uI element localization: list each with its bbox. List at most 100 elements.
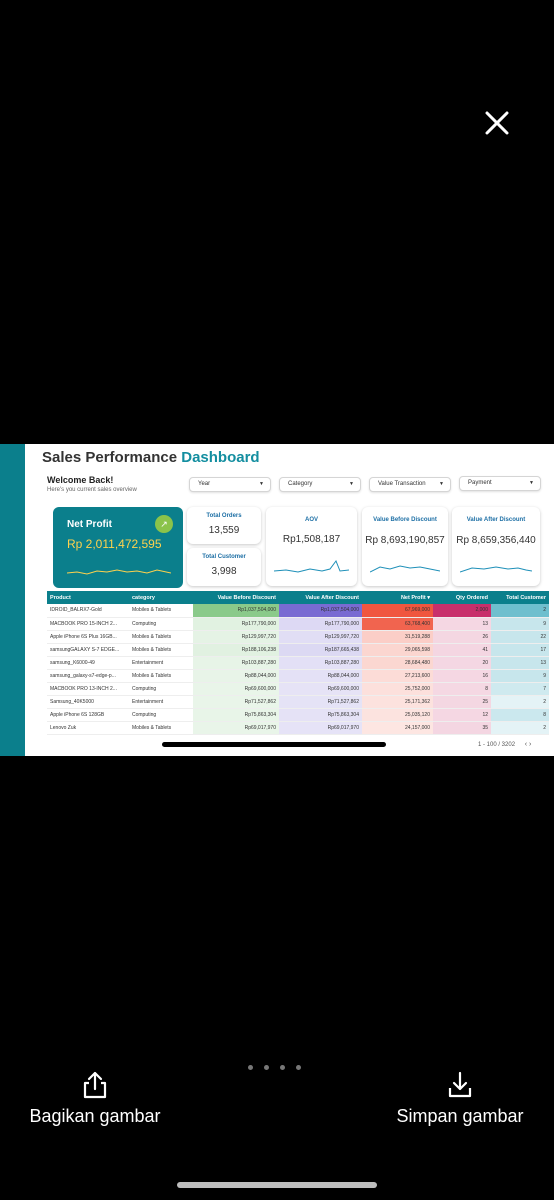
table-cell: Lenovo Zuk bbox=[47, 721, 129, 735]
total-customer-label: Total Customer bbox=[202, 554, 246, 560]
table-cell: Apple iPhone 6S Plus 16GB... bbox=[47, 630, 129, 644]
system-home-indicator[interactable] bbox=[177, 1182, 377, 1188]
table-row: samsung_galaxy-s7-edge-p... Mobiles & Tab… bbox=[47, 669, 549, 683]
table-cell: Rp177,790,000 bbox=[193, 617, 279, 631]
table-row: samsungGALAXY S-7 EDGE... Mobiles & Table… bbox=[47, 643, 549, 657]
aov-label: AOV bbox=[304, 517, 318, 523]
column-header: Net Profit ▾ bbox=[362, 591, 433, 604]
table-cell: 17 bbox=[491, 643, 549, 657]
table-cell: Mobiles & Tablets bbox=[129, 643, 193, 657]
table-cell: 31,519,288 bbox=[362, 630, 433, 644]
table-cell: 26 bbox=[433, 630, 491, 644]
table-cell: 41 bbox=[433, 643, 491, 657]
total-orders-value: 13,559 bbox=[208, 525, 240, 536]
table-cell: Rp187,665,438 bbox=[279, 643, 362, 657]
download-icon bbox=[448, 1071, 472, 1098]
welcome-heading: Welcome Back! bbox=[47, 475, 114, 485]
value-before-discount-label: Value Before Discount bbox=[373, 517, 437, 523]
table-row: Apple iPhone 6S 128GB Computing Rp75,863,3… bbox=[47, 708, 549, 722]
table-cell: 63,768,400 bbox=[362, 617, 433, 631]
table-cell: Rp188,106,238 bbox=[193, 643, 279, 657]
table-cell: Rp69,017,970 bbox=[193, 721, 279, 735]
table-cell: Rp103,887,280 bbox=[279, 656, 362, 670]
table-cell: samsungGALAXY S-7 EDGE... bbox=[47, 643, 129, 657]
category-filter: Category ▼ bbox=[279, 477, 361, 492]
dashboard-title: Sales Performance Dashboard bbox=[42, 449, 260, 466]
table-cell: Rp177,790,000 bbox=[279, 617, 362, 631]
table-cell: MACBOOK PRO 15-INCH 2... bbox=[47, 617, 129, 631]
save-image-button[interactable]: Simpan gambar bbox=[390, 1070, 530, 1127]
table-pager: 1 - 100 / 3202 ‹ › bbox=[478, 741, 531, 748]
value-after-discount-card: Value After Discount Rp 8,659,356,440 bbox=[452, 507, 540, 586]
title-main: Sales Performance bbox=[42, 449, 178, 466]
table-cell: 9 bbox=[491, 669, 549, 683]
table-cell: Rp75,863,304 bbox=[193, 708, 279, 722]
total-customer-card: Total Customer 3,998 bbox=[187, 548, 261, 586]
table-cell: Samsung_40K5000 bbox=[47, 695, 129, 709]
table-cell: 13 bbox=[491, 656, 549, 670]
total-orders-card: Total Orders 13,559 bbox=[187, 507, 261, 544]
table-cell: 2 bbox=[491, 604, 549, 618]
table-cell: Rp1,037,504,000 bbox=[279, 604, 362, 618]
table-cell: IDROID_BALRX7-Gold bbox=[47, 604, 129, 618]
table-row: Lenovo Zuk Mobiles & Tablets Rp69,017,970 R… bbox=[47, 721, 549, 735]
table-cell: Rp1,037,504,000 bbox=[193, 604, 279, 618]
table-cell: Rp71,527,862 bbox=[279, 695, 362, 709]
column-header: category bbox=[129, 591, 193, 604]
growth-icon: ↗ bbox=[155, 515, 173, 533]
net-profit-label: Net Profit bbox=[67, 519, 112, 530]
title-accent: Dashboard bbox=[181, 449, 260, 466]
table-cell: 12 bbox=[433, 708, 491, 722]
value-after-discount-sparkline bbox=[460, 566, 532, 573]
table-row: MACBOOK PRO 13-INCH 2... Computing Rp69,60… bbox=[47, 682, 549, 696]
table-cell: 20 bbox=[433, 656, 491, 670]
value-before-discount-value: Rp 8,693,190,857 bbox=[365, 535, 445, 546]
value-after-discount-label: Value After Discount bbox=[466, 517, 526, 523]
total-customer-value: 3,998 bbox=[211, 566, 237, 577]
table-cell: 2 bbox=[491, 695, 549, 709]
column-header: Value After Discount bbox=[279, 591, 362, 604]
table-cell: Computing bbox=[129, 617, 193, 631]
table-cell: 7 bbox=[491, 682, 549, 696]
share-image-button[interactable]: Bagikan gambar bbox=[23, 1070, 167, 1127]
table-row: MACBOOK PRO 15-INCH 2... Computing Rp177,7… bbox=[47, 617, 549, 631]
year-filter: Year ▼ bbox=[189, 477, 271, 492]
table-cell: 9 bbox=[491, 617, 549, 631]
table-cell: Entertainment bbox=[129, 656, 193, 670]
table-cell: Apple iPhone 6S 128GB bbox=[47, 708, 129, 722]
table-cell: 29,065,598 bbox=[362, 643, 433, 657]
value-after-discount-value: Rp 8,659,356,440 bbox=[456, 535, 536, 546]
table-row: samsung_K6000-49 Entertainment Rp103,887,2… bbox=[47, 656, 549, 670]
table-cell: Rp69,017,970 bbox=[279, 721, 362, 735]
table-cell: MACBOOK PRO 13-INCH 2... bbox=[47, 682, 129, 696]
chevron-right-icon: › bbox=[529, 741, 532, 748]
table-cell: 35 bbox=[433, 721, 491, 735]
table-cell: Mobiles & Tablets bbox=[129, 669, 193, 683]
dashboard-side-strip bbox=[0, 444, 25, 756]
table-cell: Rp88,044,000 bbox=[279, 669, 362, 683]
table-cell: Rp129,997,720 bbox=[279, 630, 362, 644]
table-cell: 2 bbox=[491, 721, 549, 735]
dropdown-caret-icon: ▼ bbox=[259, 481, 264, 487]
close-button[interactable] bbox=[480, 106, 514, 140]
dropdown-caret-icon: ▼ bbox=[439, 481, 444, 487]
table-row: IDROID_BALRX7-Gold Mobiles & Tablets Rp1,0… bbox=[47, 604, 549, 618]
table-cell: Mobiles & Tablets bbox=[129, 721, 193, 735]
table-cell: 22 bbox=[491, 630, 549, 644]
dropdown-caret-icon: ▼ bbox=[349, 481, 354, 487]
save-label: Simpan gambar bbox=[396, 1106, 524, 1126]
table-cell: 24,157,000 bbox=[362, 721, 433, 735]
table-cell: 8 bbox=[433, 682, 491, 696]
page-indicator bbox=[248, 1065, 301, 1070]
share-icon bbox=[83, 1071, 107, 1099]
value-before-discount-card: Value Before Discount Rp 8,693,190,857 bbox=[362, 507, 448, 586]
dashboard-image: Sales Performance Dashboard Welcome Back… bbox=[0, 444, 554, 756]
table-cell: 25,035,120 bbox=[362, 708, 433, 722]
table-cell: Mobiles & Tablets bbox=[129, 630, 193, 644]
table-cell: Rp129,997,720 bbox=[193, 630, 279, 644]
table-cell: 2,000 bbox=[433, 604, 491, 618]
table-cell: 67,969,000 bbox=[362, 604, 433, 618]
payment-filter: Payment ▼ bbox=[459, 476, 541, 491]
table-row: Samsung_40K5000 Entertainment Rp71,527,862… bbox=[47, 695, 549, 709]
table-cell: 28,684,480 bbox=[362, 656, 433, 670]
